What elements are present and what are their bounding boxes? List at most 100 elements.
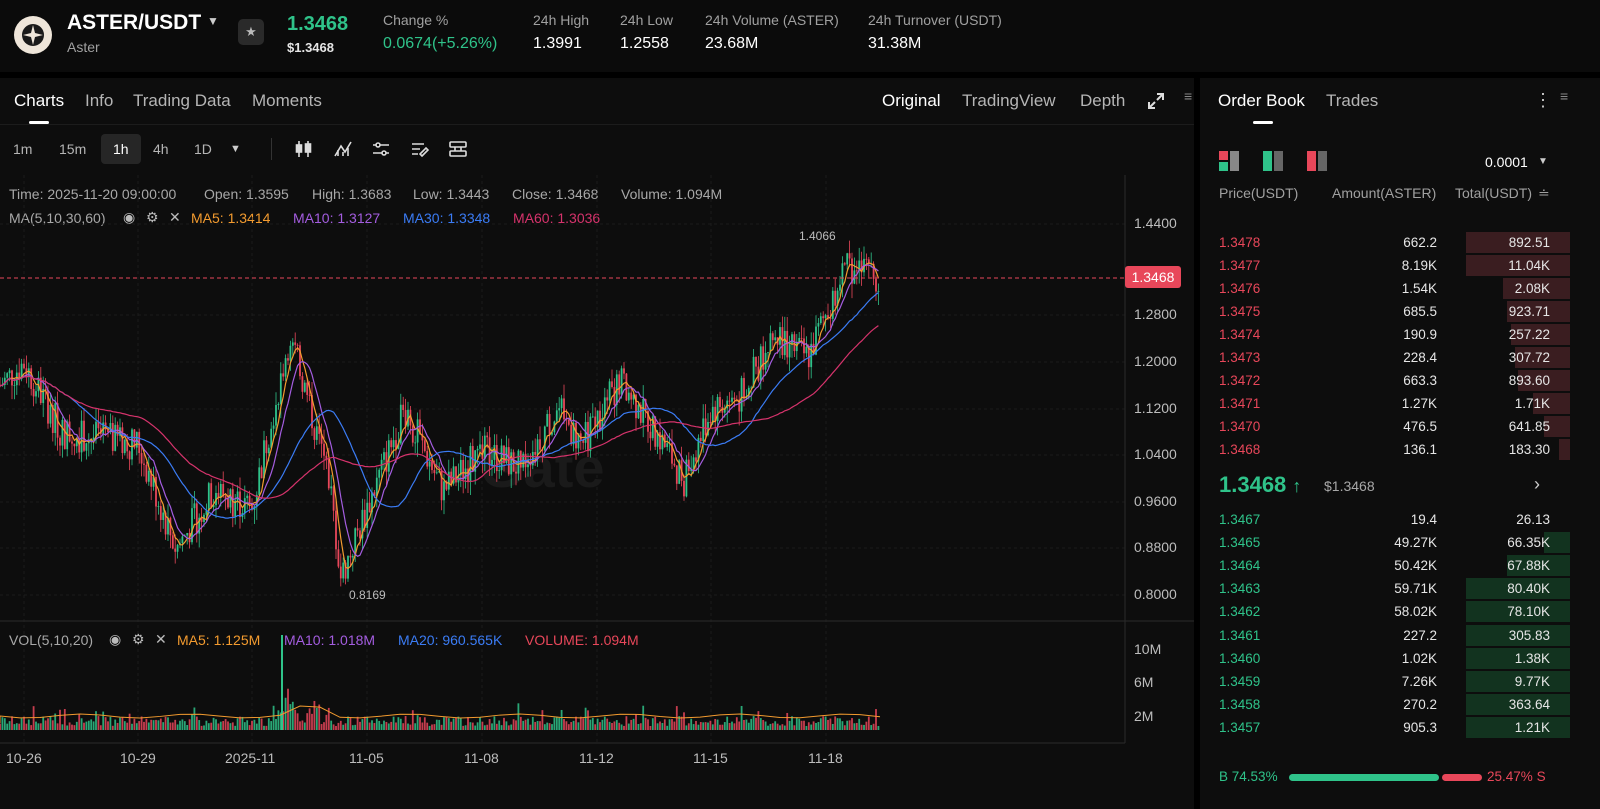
candle-body <box>61 419 64 446</box>
volume-bar <box>219 721 222 730</box>
volume-bar <box>239 716 241 730</box>
ask-row[interactable]: 1.3476 1.54K 2.08K <box>1200 277 1570 300</box>
candle-body <box>267 447 270 454</box>
volume-bar <box>692 724 695 730</box>
book-asks-only-icon[interactable] <box>1307 151 1329 176</box>
candle-body <box>351 555 354 558</box>
volume-bar <box>308 708 311 730</box>
bid-row[interactable]: 1.3462 58.02K 78.10K <box>1200 600 1570 623</box>
view-depth[interactable]: Depth <box>1080 91 1126 110</box>
precision-select[interactable]: 0.0001 <box>1485 154 1528 170</box>
volume-bar <box>73 725 76 730</box>
candle-body <box>719 397 721 407</box>
gear-icon[interactable]: ⚙ <box>146 209 159 225</box>
ask-total: 307.72 <box>1508 350 1550 365</box>
volume-bar <box>493 716 496 730</box>
candle-body <box>428 461 431 467</box>
candlestick-chart[interactable]: Gate <box>0 175 1194 770</box>
bid-row[interactable]: 1.3465 49.27K 66.35K <box>1200 531 1570 554</box>
tab-moments[interactable]: Moments <box>252 91 322 110</box>
candle-body <box>68 421 71 442</box>
fullscreen-icon[interactable] <box>1147 92 1165 115</box>
tab-trades[interactable]: Trades <box>1326 91 1379 110</box>
chevron-right-icon[interactable]: › <box>1534 474 1540 494</box>
book-both-sides-icon[interactable] <box>1219 151 1241 176</box>
volume-bar <box>11 716 13 730</box>
tab-charts[interactable]: Charts <box>14 91 65 110</box>
volume-bar <box>589 719 592 730</box>
draw-icon[interactable] <box>410 139 430 159</box>
volume-bar <box>407 723 409 730</box>
price-axis-label: 1.2800 <box>1134 306 1177 322</box>
volume-bar <box>143 721 145 730</box>
volume-bar <box>495 723 498 730</box>
settings-sliders-icon[interactable] <box>371 139 391 159</box>
timeframe-1m[interactable]: 1m <box>13 141 33 157</box>
timeframe-4h[interactable]: 4h <box>153 141 169 157</box>
ask-row[interactable]: 1.3474 190.9 257.22 <box>1200 323 1570 346</box>
bid-row[interactable]: 1.3463 59.71K 80.40K <box>1200 577 1570 600</box>
tab-info[interactable]: Info <box>85 91 114 110</box>
bid-row[interactable]: 1.3459 7.26K 9.77K <box>1200 670 1570 693</box>
ask-row[interactable]: 1.3471 1.27K 1.71K <box>1200 392 1570 415</box>
bid-row[interactable]: 1.3467 19.4 26.13 <box>1200 508 1570 531</box>
ob-header-toggle-icon[interactable]: ≐ <box>1538 185 1550 201</box>
timeframe-15m[interactable]: 15m <box>59 141 87 157</box>
candle-body <box>421 434 424 441</box>
stat-turnover-label: 24h Turnover (USDT) <box>868 12 1002 28</box>
candle-body <box>198 517 201 534</box>
volume-bar <box>875 709 877 730</box>
ask-row[interactable]: 1.3468 136.1 183.30 <box>1200 438 1570 461</box>
bid-row[interactable]: 1.3457 905.3 1.21K <box>1200 716 1570 739</box>
book-bids-only-icon[interactable] <box>1263 151 1285 176</box>
timeframe-chevron-down-icon[interactable]: ▼ <box>230 143 241 155</box>
more-vertical-icon[interactable]: ⋮ <box>1534 90 1552 110</box>
ask-row[interactable]: 1.3475 685.5 923.71 <box>1200 300 1570 323</box>
view-tradingview[interactable]: TradingView <box>962 91 1056 110</box>
pair-symbol[interactable]: ASTER/USDT <box>67 11 202 34</box>
ask-row[interactable]: 1.3477 8.19K 11.04K <box>1200 254 1570 277</box>
volume-bar <box>647 719 649 730</box>
volume-bar <box>351 725 354 730</box>
volume-bar <box>183 721 186 730</box>
bid-row[interactable]: 1.3460 1.02K 1.38K <box>1200 647 1570 670</box>
tab-trading-data[interactable]: Trading Data <box>133 91 231 110</box>
candle-body <box>551 432 553 435</box>
eye-icon[interactable]: ◉ <box>123 209 136 225</box>
bid-row[interactable]: 1.3461 227.2 305.83 <box>1200 624 1570 647</box>
vol-eye-icon[interactable]: ◉ <box>109 631 122 647</box>
favorite-star-icon[interactable]: ★ <box>238 19 264 45</box>
volume-bar <box>584 707 587 730</box>
candle-body <box>479 444 481 449</box>
volume-bar <box>867 716 870 730</box>
volume-bar <box>114 719 117 730</box>
panel-menu-icon[interactable]: ≡ <box>1184 88 1193 104</box>
indicator-icon[interactable] <box>333 139 353 159</box>
ob-menu-icon[interactable]: ≡ <box>1560 88 1569 104</box>
volume-bar <box>61 724 64 730</box>
close-icon[interactable]: ✕ <box>169 209 181 225</box>
candle-body <box>858 260 861 271</box>
view-original[interactable]: Original <box>882 91 941 110</box>
candles-icon[interactable] <box>294 139 314 159</box>
timeframe-1d[interactable]: 1D <box>194 141 212 157</box>
layout-icon[interactable] <box>448 139 468 159</box>
volume-axis-label: 2M <box>1134 708 1154 724</box>
ask-row[interactable]: 1.3470 476.5 641.85 <box>1200 415 1570 438</box>
ask-row[interactable]: 1.3478 662.2 892.51 <box>1200 231 1570 254</box>
vol-gear-icon[interactable]: ⚙ <box>132 631 145 647</box>
volume-bar <box>865 721 868 730</box>
ask-row[interactable]: 1.3472 663.3 893.60 <box>1200 369 1570 392</box>
bid-row[interactable]: 1.3464 50.42K 67.88K <box>1200 554 1570 577</box>
timeframe-1h[interactable]: 1h <box>113 141 129 157</box>
precision-chevron-down-icon[interactable]: ▼ <box>1538 156 1548 167</box>
volume-bar <box>519 716 522 730</box>
vol-close-icon[interactable]: ✕ <box>155 631 167 647</box>
tab-order-book[interactable]: Order Book <box>1218 91 1305 110</box>
candle-body <box>726 400 729 409</box>
pair-dropdown-chevron-icon[interactable]: ▼ <box>207 14 219 28</box>
bid-row[interactable]: 1.3458 270.2 363.64 <box>1200 693 1570 716</box>
volume-bar <box>157 720 160 730</box>
candle-body <box>277 404 280 406</box>
ask-row[interactable]: 1.3473 228.4 307.72 <box>1200 346 1570 369</box>
